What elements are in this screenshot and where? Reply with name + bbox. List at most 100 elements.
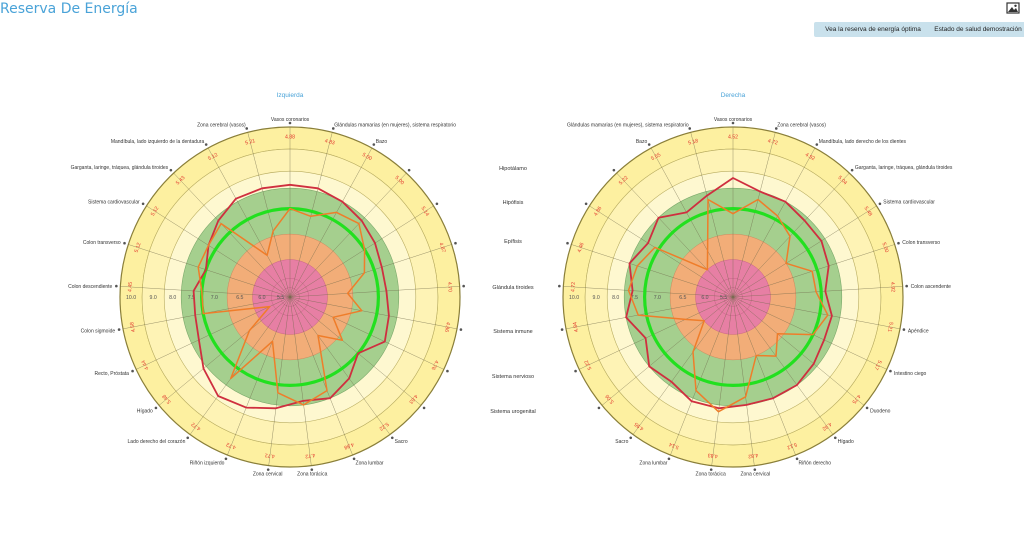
category-marker: [390, 436, 394, 440]
radar-spoke: [173, 172, 291, 298]
category-value-label: 4.70: [446, 282, 453, 293]
category-marker: [560, 328, 564, 331]
category-marker: [850, 168, 854, 172]
radar-series-0: [625, 177, 833, 410]
category-marker: [288, 121, 292, 125]
category-label: Hígado: [137, 408, 153, 414]
view-optimal-energy-button[interactable]: Vea la reserva de energía óptima: [814, 22, 932, 37]
category-label: Apéndice: [908, 328, 929, 334]
category-label: Colon sigmoide: [81, 328, 116, 334]
category-value-label: 4.95: [633, 421, 645, 432]
radar-spoke: [289, 244, 452, 298]
demo-health-status-button[interactable]: Estado de salud demostración: [927, 22, 1024, 37]
category-marker: [117, 328, 121, 331]
category-value-label: 5.22: [378, 421, 390, 432]
middle-label-nervous: Sistema nervioso: [491, 374, 535, 380]
ring-scale-label: 7.0: [654, 295, 661, 301]
radar-spoke: [120, 286, 291, 298]
category-value-label: 4.88: [285, 134, 295, 140]
category-label: Glándulas mamarias (en mujeres), sistema…: [567, 123, 689, 129]
category-marker: [186, 436, 190, 440]
category-value-label: 4.82: [748, 452, 759, 459]
category-marker: [688, 127, 692, 130]
category-value-label: 5.43: [175, 175, 187, 186]
category-value-label: 4.83: [707, 452, 718, 459]
category-value-label: 5.18: [688, 138, 699, 146]
category-value-label: 5.48: [161, 393, 172, 405]
ring-scale-label: 7.0: [211, 295, 218, 301]
category-marker: [815, 143, 819, 146]
radar-series-1: [627, 198, 829, 413]
category-label: Colon ascendente: [911, 284, 952, 290]
category-value-label: 4.72: [225, 441, 237, 450]
category-marker: [753, 468, 757, 471]
radar-spoke: [732, 296, 865, 406]
category-marker: [224, 457, 228, 461]
radar-spoke: [189, 296, 291, 435]
category-value-label: 5.22: [584, 359, 594, 371]
category-marker: [833, 436, 837, 440]
category-marker: [597, 406, 601, 410]
radar-spoke: [289, 286, 460, 298]
radar-spoke: [732, 296, 834, 435]
radar-spoke: [732, 205, 877, 298]
category-value-label: 5.04: [837, 175, 849, 186]
category-marker: [310, 468, 314, 471]
category-label: Zona torácica: [696, 472, 727, 478]
category-marker: [566, 241, 569, 245]
ring-scale-label: 9.0: [150, 295, 157, 301]
category-marker: [435, 202, 439, 206]
middle-label-hypothalamus: Hipotálamo: [499, 166, 527, 172]
category-marker: [204, 143, 208, 146]
category-value-label: 4.75: [850, 393, 861, 405]
radar-spoke: [670, 296, 734, 456]
radar-spoke: [732, 132, 776, 298]
middle-label-urogenital: Sistema urogenital: [490, 409, 536, 415]
category-marker: [141, 202, 145, 206]
radar-spoke: [289, 296, 353, 456]
category-value-label: 4.88: [343, 441, 355, 450]
radar-spoke: [136, 296, 291, 370]
category-marker: [889, 369, 892, 373]
radar-spoke: [289, 296, 444, 370]
radar-spoke: [207, 147, 291, 298]
radar-spoke: [732, 296, 796, 456]
radar-spoke: [650, 147, 734, 298]
radar-spoke: [732, 147, 816, 298]
category-label: Duodeno: [870, 408, 891, 414]
category-value-label: 5.21: [886, 321, 894, 332]
radar-spoke: [732, 296, 887, 370]
category-marker: [902, 328, 906, 331]
category-value-label: 4.87: [437, 242, 446, 254]
category-marker: [905, 284, 908, 288]
category-value-label: 5.14: [420, 206, 431, 218]
category-value-label: 5.14: [668, 441, 680, 450]
page-title: Reserva De Energía: [0, 1, 138, 17]
radar-spoke: [289, 296, 458, 330]
radar-spoke: [158, 296, 291, 406]
radar-series-0: [192, 183, 390, 410]
image-icon[interactable]: [1006, 1, 1020, 15]
category-marker: [154, 406, 158, 410]
category-value-label: 4.72: [190, 421, 202, 432]
radar-spoke: [268, 296, 291, 466]
category-marker: [407, 168, 411, 172]
category-value-label: 5.12: [786, 441, 798, 450]
category-marker: [629, 436, 633, 440]
radar-spoke: [289, 296, 312, 466]
radar-series-1: [197, 207, 366, 406]
radar-spoke: [732, 286, 903, 298]
ring-scale-label: 8.0: [169, 295, 176, 301]
category-label: Sistema cardiovascular: [88, 200, 140, 206]
category-value-label: 4.92: [889, 282, 896, 293]
category-label: Sacro: [395, 439, 408, 445]
category-value-label: 4.92: [821, 421, 833, 432]
category-marker: [454, 241, 457, 245]
radar-spoke: [227, 296, 291, 456]
category-label: Bazo: [636, 139, 648, 145]
ring-scale-label: 6.0: [701, 295, 708, 301]
category-label: Zona cerebral (vasos): [197, 123, 246, 129]
category-label: Zona cervical: [740, 472, 770, 478]
category-value-label: 4.86: [593, 206, 604, 218]
